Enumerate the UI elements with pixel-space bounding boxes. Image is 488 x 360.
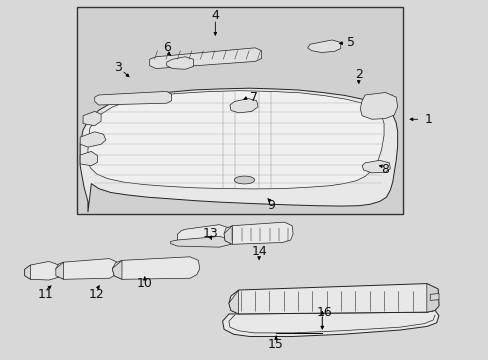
Ellipse shape (234, 176, 254, 184)
Polygon shape (228, 284, 438, 314)
Text: 4: 4 (211, 9, 219, 22)
Polygon shape (56, 258, 118, 279)
Polygon shape (426, 284, 438, 312)
Text: 1: 1 (424, 113, 431, 126)
Polygon shape (362, 160, 389, 173)
Polygon shape (224, 222, 292, 244)
Text: 15: 15 (267, 338, 284, 351)
Bar (77, 7, 402, 214)
Polygon shape (80, 88, 397, 212)
Polygon shape (360, 93, 397, 119)
Text: 13: 13 (202, 227, 218, 240)
Text: 5: 5 (347, 36, 355, 49)
Polygon shape (95, 91, 171, 105)
Polygon shape (83, 111, 101, 126)
Text: 16: 16 (316, 306, 332, 319)
Text: 14: 14 (251, 245, 266, 258)
Polygon shape (166, 57, 193, 69)
Text: 6: 6 (163, 41, 170, 54)
Polygon shape (222, 310, 438, 337)
Polygon shape (177, 225, 230, 244)
Polygon shape (25, 261, 61, 280)
Polygon shape (80, 152, 98, 166)
Text: 9: 9 (267, 198, 275, 212)
Polygon shape (229, 99, 258, 113)
Polygon shape (429, 294, 438, 300)
Polygon shape (112, 260, 122, 279)
Polygon shape (88, 91, 383, 189)
Text: 11: 11 (37, 288, 53, 301)
Polygon shape (149, 48, 261, 68)
Polygon shape (307, 40, 340, 53)
Polygon shape (80, 132, 106, 147)
Text: 12: 12 (88, 288, 104, 301)
Polygon shape (56, 262, 63, 279)
Polygon shape (228, 290, 238, 314)
Text: 2: 2 (354, 68, 362, 81)
Text: 3: 3 (114, 61, 122, 74)
Polygon shape (224, 226, 232, 244)
Polygon shape (25, 265, 30, 279)
Polygon shape (112, 257, 200, 279)
Text: 10: 10 (137, 277, 152, 290)
Text: 8: 8 (381, 163, 389, 176)
Polygon shape (170, 237, 230, 247)
Text: 7: 7 (250, 91, 258, 104)
